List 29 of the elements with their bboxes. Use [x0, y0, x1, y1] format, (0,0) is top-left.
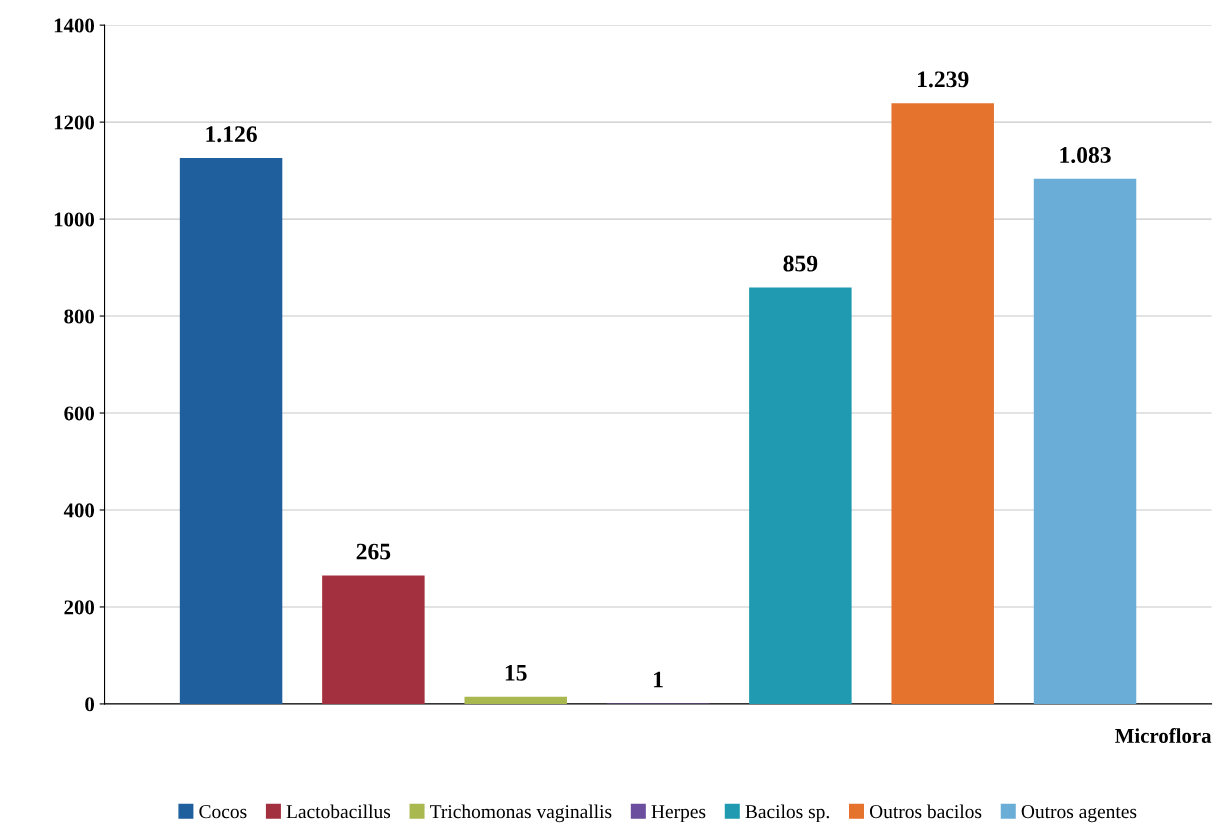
data-label: 15: [505, 664, 527, 681]
y-tick-label: 200: [64, 600, 95, 615]
y-tick-label: 0: [85, 697, 95, 712]
bar: [464, 696, 567, 704]
bar: [749, 287, 852, 704]
legend-label: Bacilos sp.: [745, 804, 829, 823]
data-label: 859: [783, 255, 818, 272]
data-label: 265: [356, 543, 391, 560]
legend-label: Cocos: [199, 805, 247, 819]
bar: [179, 157, 283, 704]
legend-label: Outros bacilos: [869, 804, 982, 819]
y-tick-label: 1200: [54, 115, 95, 130]
data-label: 1.239: [918, 71, 969, 88]
legend-label: Lactobacillus: [286, 804, 391, 819]
bar: [891, 103, 994, 704]
data-label: 1.126: [206, 126, 257, 143]
legend-label: Trichomonas vaginallis: [430, 804, 612, 823]
y-tick-label: 1000: [54, 212, 95, 227]
y-tick-label: 600: [64, 406, 95, 421]
legend-label: Outros agentes: [1021, 805, 1137, 823]
y-tick-label: 1400: [54, 18, 95, 33]
bar: [1033, 178, 1137, 704]
bar: [322, 575, 425, 704]
data-label: 1: [654, 671, 663, 688]
legend-label: Herpes: [651, 805, 706, 823]
x-axis-title: Microflora: [1115, 728, 1212, 743]
y-tick-label: 400: [63, 503, 95, 518]
data-label: 1.083: [1060, 146, 1111, 164]
y-tick-label: 800: [64, 309, 95, 324]
